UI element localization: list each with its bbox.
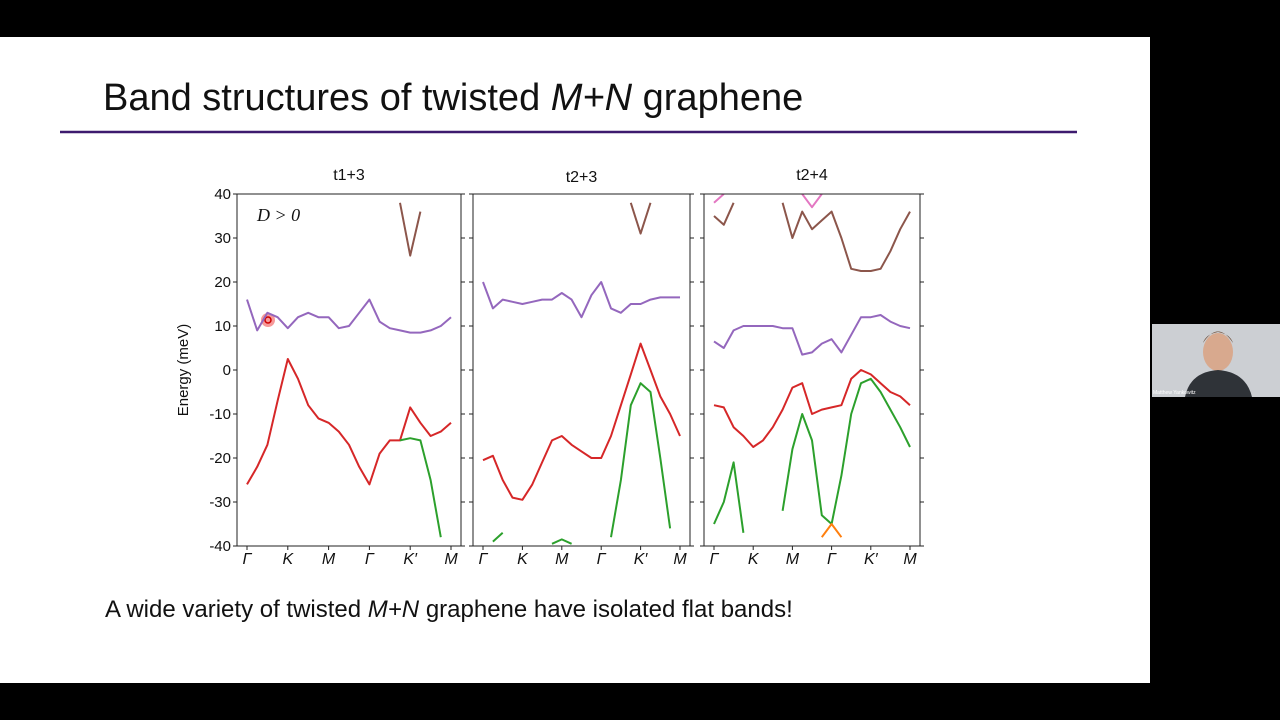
band-line bbox=[713, 369, 911, 448]
x-tick-label: K bbox=[282, 551, 294, 568]
band-line bbox=[246, 358, 452, 486]
x-tick-label: M bbox=[555, 551, 569, 568]
y-tick-label: -30 bbox=[209, 494, 231, 511]
x-tick-label: K bbox=[517, 551, 529, 568]
webcam: Matthew Yankowitz bbox=[1152, 324, 1280, 397]
chart: t2+3 Γ K M Γ K′ M bbox=[469, 169, 694, 568]
slide-caption: A wide variety of twisted M+N graphene h… bbox=[105, 596, 793, 623]
slide-title: Band structures of twisted M+N graphene bbox=[103, 77, 803, 119]
band-line bbox=[713, 377, 911, 533]
x-tick-label: M bbox=[903, 551, 917, 568]
band-line bbox=[820, 523, 843, 538]
band-line bbox=[399, 437, 442, 538]
webcam-hair bbox=[1203, 331, 1233, 343]
band-line bbox=[629, 202, 652, 235]
x-tick-label: K bbox=[748, 551, 760, 568]
y-tick-label: 30 bbox=[214, 230, 231, 247]
band-line bbox=[713, 314, 911, 356]
y-tick-label: -40 bbox=[209, 538, 231, 555]
x-tick-label: Γ bbox=[597, 551, 607, 568]
band-line bbox=[713, 202, 911, 272]
band-line bbox=[399, 202, 422, 257]
x-tick-label: K′ bbox=[864, 551, 879, 568]
x-tick-label: Γ bbox=[709, 551, 719, 568]
x-tick-label: K′ bbox=[403, 551, 418, 568]
x-tick-label: M bbox=[786, 551, 800, 568]
title-part: M+N bbox=[551, 77, 633, 119]
y-tick-label: 0 bbox=[223, 362, 231, 379]
caption-part: graphene have isolated flat bands! bbox=[426, 596, 793, 623]
band-line bbox=[492, 382, 672, 545]
y-tick-label: -10 bbox=[209, 406, 231, 423]
slide bbox=[0, 37, 1150, 683]
x-tick-label: M bbox=[322, 551, 336, 568]
y-tick-label: 10 bbox=[214, 318, 231, 335]
title-part: graphene bbox=[643, 77, 804, 119]
band-line bbox=[482, 281, 680, 319]
x-tick-label: Γ bbox=[827, 551, 837, 568]
x-tick-label: K′ bbox=[634, 551, 649, 568]
band-line bbox=[246, 298, 452, 334]
title-part: Band structures of twisted bbox=[103, 77, 540, 119]
y-tick-label: 20 bbox=[214, 274, 231, 291]
band-line bbox=[482, 342, 681, 501]
x-tick-label: Γ bbox=[242, 551, 252, 568]
annotation: D > 0 bbox=[256, 205, 300, 225]
webcam-shirt bbox=[1185, 370, 1252, 397]
webcam-face bbox=[1203, 333, 1233, 371]
x-tick-label: M bbox=[444, 551, 458, 568]
band-line bbox=[713, 194, 823, 209]
y-axis-label: Energy (meV) bbox=[175, 324, 192, 417]
caption-part: A wide variety of twisted bbox=[105, 596, 361, 623]
y-tick-label: -20 bbox=[209, 450, 231, 467]
chart-title: t2+4 bbox=[796, 167, 828, 184]
webcam-name: Matthew Yankowitz bbox=[1153, 390, 1196, 396]
chart: t1+3 -40 -30 -20 -10 0 10 20 30 40 Γ K M Γ K′ M Energy (… bbox=[175, 167, 465, 568]
x-tick-label: Γ bbox=[478, 551, 488, 568]
chart-title: t2+3 bbox=[566, 169, 598, 186]
pointer bbox=[264, 316, 272, 324]
chart: t2+4 Γ K M Γ K′ M bbox=[700, 167, 924, 568]
chart-title: t1+3 bbox=[333, 167, 365, 184]
y-tick-label: 40 bbox=[214, 186, 231, 203]
caption-part: M+N bbox=[368, 596, 420, 623]
x-tick-label: M bbox=[673, 551, 687, 568]
x-tick-label: Γ bbox=[365, 551, 375, 568]
